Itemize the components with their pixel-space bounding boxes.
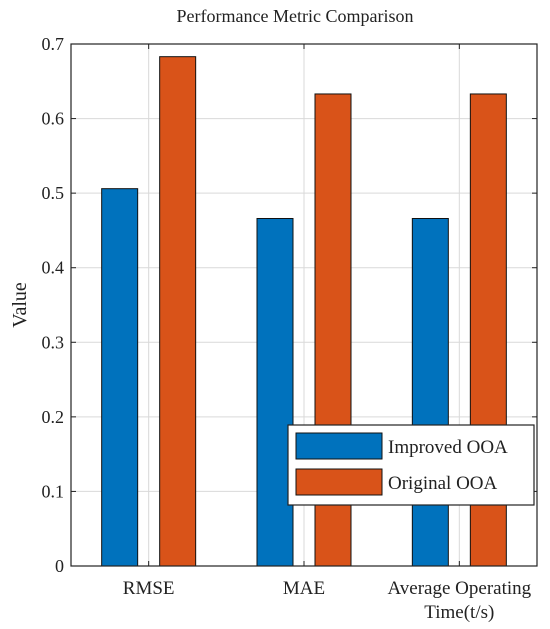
y-tick-label-7: 0.7 [42, 34, 65, 54]
y-axis-label: Value [9, 282, 31, 328]
legend-swatch-0 [295, 432, 383, 460]
legend-label-0: Improved OOA [388, 437, 508, 458]
legend-label-1: Original OOA [388, 473, 498, 494]
y-tick-label-2: 0.2 [42, 407, 65, 427]
legend-swatch-1 [295, 468, 383, 496]
y-tick-label-5: 0.5 [42, 183, 65, 203]
bar-improved-0 [101, 188, 139, 567]
bars [101, 56, 507, 567]
y-tick-label-3: 0.3 [42, 332, 65, 352]
bar-original-0 [159, 56, 197, 567]
x-tick-label-1-0: MAE [283, 578, 325, 599]
chart-title: Performance Metric Comparison [177, 6, 414, 26]
y-tick-label-0: 0 [55, 556, 64, 576]
x-tick-label-2-0: Average Operating [387, 578, 531, 599]
axes: 0 0.1 0.2 0.3 0.4 0.5 0.6 0.7 RMSE MAE Average Ope… [42, 34, 538, 623]
legend: Improved OOA Original OOA [287, 424, 535, 506]
bar-improved-1 [256, 217, 294, 567]
x-tick-label-0-0: RMSE [123, 578, 175, 599]
y-tick-label-4: 0.4 [42, 258, 65, 278]
y-tick-label-6: 0.6 [42, 109, 65, 129]
bar-improved-2 [411, 217, 449, 567]
x-tick-label-2-1: Time(t/s) [424, 602, 494, 623]
y-tick-label-1: 0.1 [42, 481, 65, 501]
